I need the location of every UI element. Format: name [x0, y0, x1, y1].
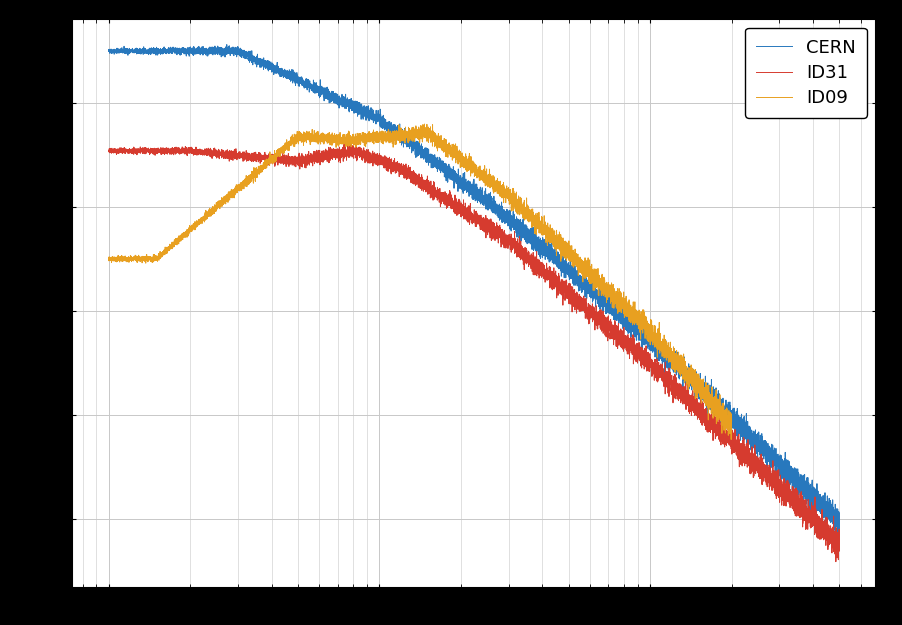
ID31: [106, 148, 117, 155]
ID31: [133, 149, 144, 157]
ID09: [339, 139, 350, 146]
CERN: [833, 531, 843, 539]
ID31: [830, 558, 841, 566]
ID09: [241, 176, 252, 184]
CERN: [833, 514, 844, 521]
Line: ID09: ID09: [108, 124, 731, 439]
CERN: [147, 48, 158, 56]
CERN: [795, 478, 805, 486]
ID09: [725, 436, 736, 443]
Line: CERN: CERN: [108, 44, 839, 535]
CERN: [106, 48, 117, 56]
CERN: [246, 54, 257, 61]
CERN: [221, 41, 232, 48]
ID31: [345, 141, 355, 148]
ID31: [460, 214, 471, 222]
CERN: [460, 179, 471, 187]
ID31: [246, 149, 257, 157]
ID31: [103, 147, 114, 154]
Line: ID31: ID31: [108, 144, 839, 562]
CERN: [133, 47, 144, 54]
Legend: CERN, ID31, ID09: CERN, ID31, ID09: [744, 28, 866, 118]
ID31: [833, 534, 844, 542]
CERN: [103, 47, 114, 54]
ID31: [795, 507, 805, 514]
ID09: [480, 168, 491, 175]
ID09: [103, 256, 114, 264]
ID09: [725, 418, 736, 425]
ID31: [147, 147, 158, 154]
ID09: [471, 169, 482, 176]
ID09: [351, 135, 362, 142]
ID09: [214, 202, 225, 210]
ID09: [419, 120, 429, 127]
